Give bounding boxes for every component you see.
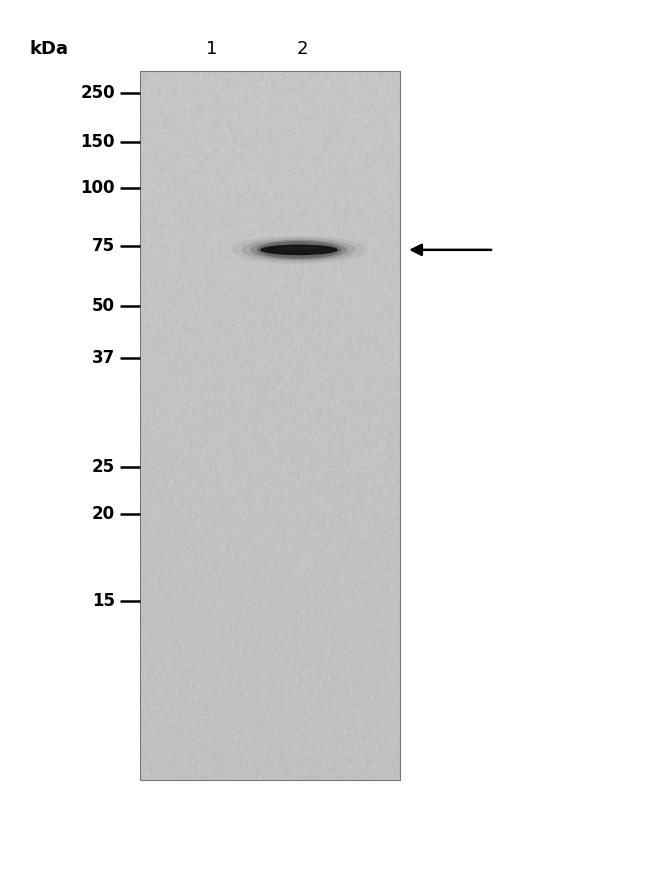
Text: 37: 37 bbox=[92, 349, 115, 367]
Text: kDa: kDa bbox=[29, 40, 68, 58]
Ellipse shape bbox=[278, 246, 320, 250]
Ellipse shape bbox=[242, 238, 356, 261]
Ellipse shape bbox=[231, 236, 367, 264]
Text: 75: 75 bbox=[92, 237, 115, 255]
Text: 100: 100 bbox=[81, 179, 115, 197]
Text: 20: 20 bbox=[92, 505, 115, 523]
Ellipse shape bbox=[257, 241, 341, 259]
Text: 1: 1 bbox=[205, 40, 217, 58]
Text: 25: 25 bbox=[92, 458, 115, 476]
Bar bbox=[140, 71, 400, 780]
Text: 2: 2 bbox=[296, 40, 308, 58]
Text: 150: 150 bbox=[81, 133, 115, 151]
Text: 250: 250 bbox=[81, 84, 115, 102]
Text: 15: 15 bbox=[92, 592, 115, 610]
Ellipse shape bbox=[250, 240, 348, 260]
Text: 50: 50 bbox=[92, 297, 115, 315]
Ellipse shape bbox=[260, 245, 338, 255]
